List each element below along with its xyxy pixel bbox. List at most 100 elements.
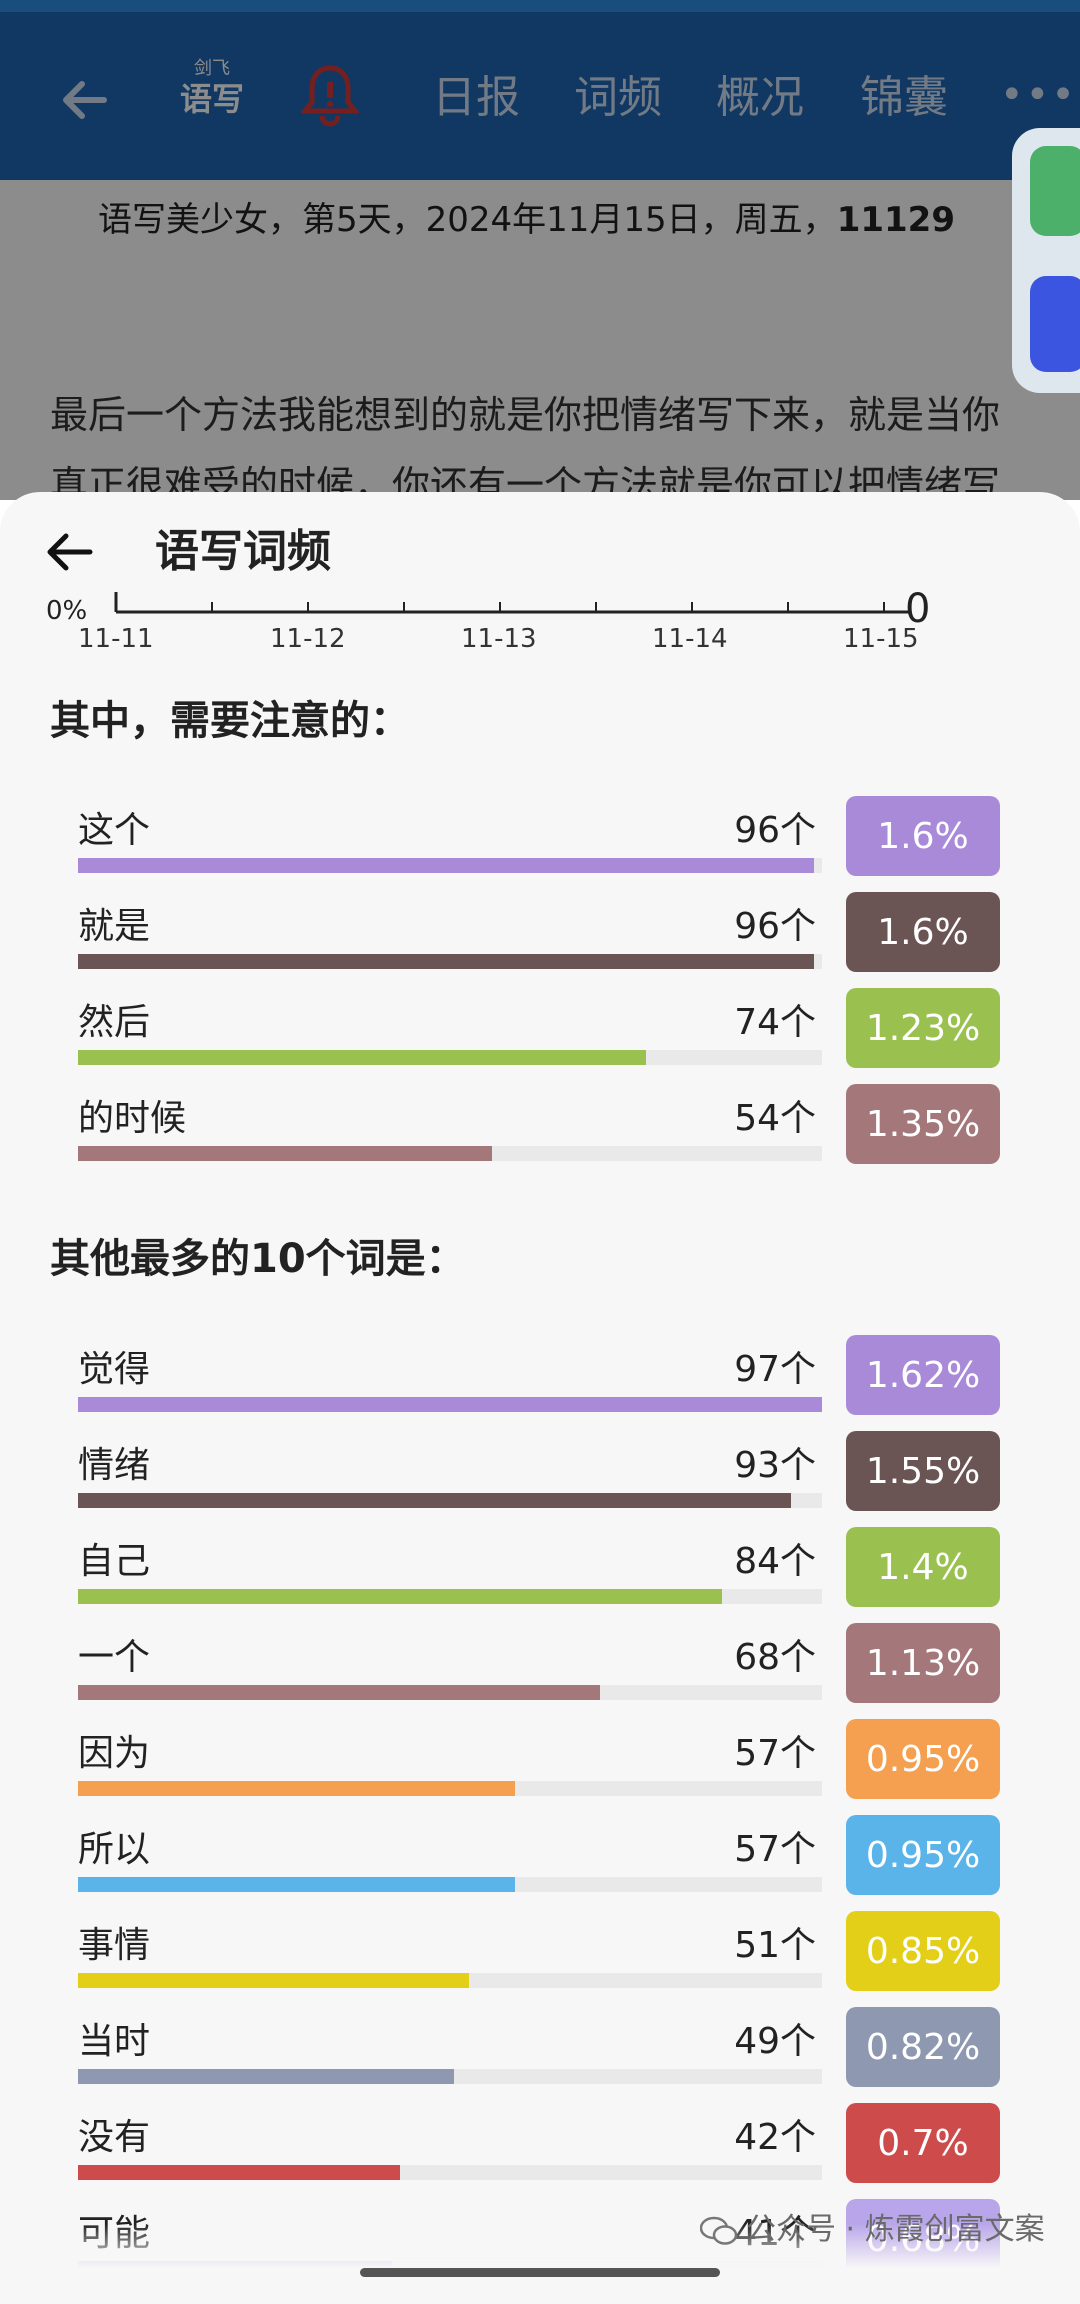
- word-label: 所以: [78, 1829, 151, 1870]
- word-label: 情绪: [78, 1445, 151, 1486]
- green-shortcut-icon[interactable]: [1030, 146, 1080, 236]
- percent-badge: 1.6%: [846, 892, 1000, 972]
- date-tick: 11-15: [843, 624, 919, 654]
- frequency-bar: [78, 2069, 454, 2084]
- word-count: 84个: [734, 1541, 816, 1582]
- word-row: 自己 84个 1.4%: [78, 1527, 1000, 1617]
- word-count: 42个: [734, 2117, 816, 2158]
- frequency-bar: [78, 2165, 400, 2180]
- word-label: 事情: [78, 1925, 151, 1966]
- word-count: 57个: [734, 1733, 816, 1774]
- axis-percent-label: 0%: [46, 596, 88, 626]
- percent-badge: 1.6%: [846, 796, 1000, 876]
- frequency-bar: [78, 1781, 515, 1796]
- frequency-bar-track: [78, 954, 822, 969]
- frequency-bar: [78, 954, 814, 969]
- percent-badge: 1.62%: [846, 1335, 1000, 1415]
- frequency-bar-track: [78, 1146, 822, 1161]
- bell-icon[interactable]: [300, 60, 360, 130]
- word-row: 觉得 97个 1.62%: [78, 1335, 1000, 1425]
- frequency-bar: [78, 1589, 722, 1604]
- attention-heading: 其中，需要注意的：: [50, 698, 410, 744]
- percent-badge: 0.82%: [846, 2007, 1000, 2087]
- frequency-bar-track: [78, 1493, 822, 1508]
- frequency-bar-track: [78, 1877, 822, 1892]
- word-row: 没有 42个 0.7%: [78, 2103, 1000, 2193]
- document-title-layer: 语写美少女，第5天，2024年11月15日，周五，11129: [0, 180, 1080, 500]
- frequency-bar: [78, 1685, 600, 1700]
- tab-tips[interactable]: 锦囊: [860, 72, 948, 123]
- percent-badge: 0.95%: [846, 1815, 1000, 1895]
- frequency-bar-track: [78, 858, 822, 873]
- modal-scrim[interactable]: [0, 0, 1080, 500]
- bottom-fade: [0, 2224, 1080, 2304]
- word-label: 就是: [78, 906, 151, 947]
- date-tick: 11-11: [78, 624, 154, 654]
- word-label: 当时: [78, 2021, 151, 2062]
- percent-badge: 1.4%: [846, 1527, 1000, 1607]
- tab-daily[interactable]: 日报: [432, 72, 520, 123]
- frequency-bar-track: [78, 2069, 822, 2084]
- word-row: 的时候 54个 1.35%: [78, 1084, 1000, 1174]
- frequency-bar: [78, 1973, 469, 1988]
- word-row: 这个 96个 1.6%: [78, 796, 1000, 886]
- word-count: 96个: [734, 810, 816, 851]
- percent-badge: 0.85%: [846, 1911, 1000, 1991]
- word-row: 一个 68个 1.13%: [78, 1623, 1000, 1713]
- frequency-bar-track: [78, 1589, 822, 1604]
- status-strip: [0, 0, 1080, 12]
- percent-badge: 1.23%: [846, 988, 1000, 1068]
- percent-badge: 1.55%: [846, 1431, 1000, 1511]
- word-row: 因为 57个 0.95%: [78, 1719, 1000, 1809]
- tab-overview[interactable]: 概况: [716, 72, 804, 123]
- blue-shortcut-icon[interactable]: [1030, 276, 1080, 372]
- frequency-bar-track: [78, 1050, 822, 1065]
- frequency-bar-track: [78, 1397, 822, 1412]
- frequency-bar-track: [78, 2165, 822, 2180]
- word-row: 事情 51个 0.85%: [78, 1911, 1000, 2001]
- app-logo: 剑飞 语写: [179, 58, 244, 118]
- word-count: 96个: [734, 906, 816, 947]
- word-count: 51个: [734, 1925, 816, 1966]
- frequency-bar: [78, 858, 814, 873]
- axis-zero-label: 0: [905, 586, 931, 632]
- frequency-bar: [78, 1877, 515, 1892]
- percent-badge: 0.7%: [846, 2103, 1000, 2183]
- percent-badge: 0.95%: [846, 1719, 1000, 1799]
- frequency-bar: [78, 1050, 646, 1065]
- sheet-back-icon[interactable]: [40, 524, 104, 580]
- top-words-heading: 其他最多的10个词是：: [50, 1236, 466, 1282]
- trend-axis: [114, 592, 910, 614]
- word-row: 当时 49个 0.82%: [78, 2007, 1000, 2097]
- word-label: 没有: [78, 2117, 151, 2158]
- frequency-bar: [78, 1146, 492, 1161]
- percent-badge: 1.13%: [846, 1623, 1000, 1703]
- word-count: 57个: [734, 1829, 816, 1870]
- word-count: 74个: [734, 1002, 816, 1043]
- word-count: 49个: [734, 2021, 816, 2062]
- floating-side-panel[interactable]: [1012, 128, 1080, 393]
- word-row: 情绪 93个 1.55%: [78, 1431, 1000, 1521]
- watermark: 公众号 · 炼霞创富文案: [699, 2204, 1045, 2248]
- word-label: 的时候: [78, 1098, 187, 1139]
- frequency-bar-track: [78, 1685, 822, 1700]
- percent-badge: 1.35%: [846, 1084, 1000, 1164]
- frequency-bar-track: [78, 1781, 822, 1796]
- date-tick: 11-14: [652, 624, 728, 654]
- home-indicator[interactable]: [360, 2268, 720, 2277]
- app-bar: 剑飞 语写 日报 词频 概况 锦囊 •••: [0, 0, 1080, 180]
- frequency-bar: [78, 1397, 822, 1412]
- tab-word-frequency[interactable]: 词频: [574, 72, 662, 123]
- word-row: 然后 74个 1.23%: [78, 988, 1000, 1078]
- word-label: 觉得: [78, 1349, 151, 1390]
- date-tick: 11-12: [270, 624, 346, 654]
- date-tick: 11-13: [461, 624, 537, 654]
- word-row: 所以 57个 0.95%: [78, 1815, 1000, 1905]
- word-label: 自己: [78, 1541, 151, 1582]
- word-row: 就是 96个 1.6%: [78, 892, 1000, 982]
- word-label: 一个: [78, 1637, 151, 1678]
- word-count: 93个: [734, 1445, 816, 1486]
- frequency-bar: [78, 1493, 791, 1508]
- document-title: 语写美少女，第5天，2024年11月15日，周五，11129: [92, 192, 961, 241]
- back-arrow-icon[interactable]: [52, 68, 116, 132]
